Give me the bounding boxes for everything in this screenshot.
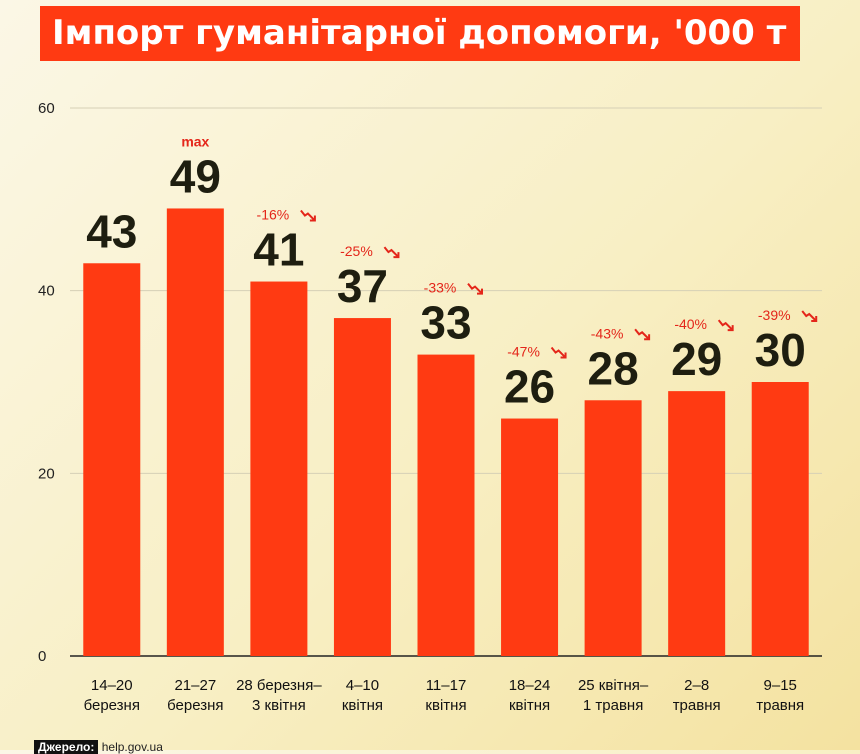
down-trend-arrowhead-icon [309, 215, 316, 222]
x-tick-label: квітня [425, 697, 466, 714]
down-trend-arrowhead-icon [644, 334, 651, 341]
down-trend-arrow-icon [717, 319, 733, 330]
bar [584, 400, 642, 656]
x-tick-label: 2–8 [684, 677, 709, 694]
x-tick-label: 4–10 [346, 677, 379, 694]
bar [417, 354, 475, 656]
x-tick-label: березня [84, 697, 140, 714]
change-percent-label: -47% [507, 344, 540, 360]
x-tick-label: травня [673, 697, 721, 714]
down-trend-arrowhead-icon [727, 325, 734, 332]
bar [83, 263, 141, 656]
source-value: help.gov.ua [101, 740, 163, 754]
x-tick-label: 9–15 [764, 677, 797, 694]
change-percent-label: -43% [591, 325, 624, 341]
bar [501, 418, 559, 656]
bar [166, 208, 224, 656]
bar-value-label: 26 [504, 361, 555, 413]
y-tick-label: 40 [38, 283, 55, 300]
bar [250, 281, 308, 656]
x-tick-label: 14–20 [91, 677, 133, 694]
bar [668, 391, 726, 656]
source-note: Джерело: help.gov.ua [34, 740, 163, 754]
bar-value-label: 49 [170, 150, 221, 202]
max-annotation: max [181, 133, 209, 149]
y-tick-label: 0 [38, 648, 46, 665]
down-trend-arrowhead-icon [811, 316, 818, 322]
x-tick-label: 1 травня [583, 697, 643, 714]
x-tick-label: 18–24 [509, 677, 551, 694]
y-tick-label: 60 [38, 100, 55, 117]
down-trend-arrowhead-icon [477, 288, 483, 295]
x-tick-label: 25 квітня– [578, 677, 649, 694]
change-percent-label: -39% [758, 307, 791, 323]
x-tick-label: 28 березня– [236, 677, 322, 694]
x-tick-label: травня [756, 697, 804, 714]
down-trend-arrow-icon [383, 246, 399, 257]
y-tick-label: 20 [38, 465, 55, 482]
chart-title: Імпорт гуманітарної допомоги, '000 т [40, 6, 801, 61]
down-trend-arrow-icon [634, 328, 649, 339]
bar-value-label: 37 [337, 260, 388, 312]
bar-value-label: 30 [755, 324, 806, 376]
bar-value-label: 29 [671, 333, 722, 385]
change-percent-label: -33% [424, 280, 457, 296]
bar-value-label: 33 [420, 297, 471, 349]
down-trend-arrow-icon [300, 209, 315, 221]
x-tick-label: квітня [509, 697, 550, 714]
change-percent-label: -16% [257, 207, 290, 223]
x-tick-label: квітня [342, 697, 383, 714]
down-trend-arrow-icon [550, 346, 566, 358]
bar-value-label: 41 [253, 224, 304, 276]
bar-value-label: 28 [588, 342, 639, 394]
down-trend-arrow-icon [467, 282, 482, 294]
x-tick-label: березня [167, 697, 223, 714]
x-tick-label: 11–17 [426, 677, 467, 694]
bars [83, 208, 809, 656]
source-label: Джерело: [34, 740, 99, 754]
down-trend-arrowhead-icon [393, 252, 400, 259]
bar [751, 382, 809, 656]
change-percent-label: -25% [340, 243, 373, 259]
bar-value-label: 43 [86, 205, 137, 257]
x-tick-label: 21–27 [174, 677, 216, 694]
change-percent-label: -40% [674, 316, 707, 332]
down-trend-arrowhead-icon [560, 352, 567, 359]
bar [333, 318, 391, 656]
x-tick-label: 3 квітня [252, 697, 306, 714]
down-trend-arrow-icon [801, 310, 816, 321]
